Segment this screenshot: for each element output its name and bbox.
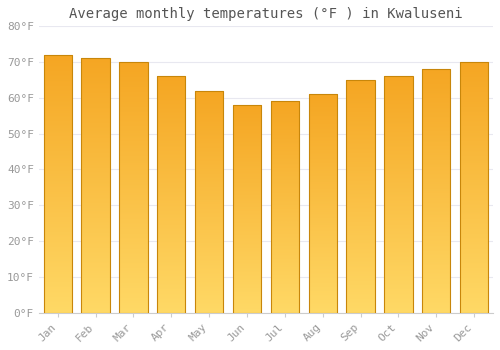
Bar: [233, 105, 261, 313]
Bar: [82, 58, 110, 313]
Bar: [308, 94, 337, 313]
Bar: [44, 55, 72, 313]
Bar: [384, 76, 412, 313]
Bar: [422, 69, 450, 313]
Bar: [460, 62, 488, 313]
Bar: [119, 62, 148, 313]
Bar: [346, 80, 375, 313]
Bar: [195, 91, 224, 313]
Bar: [157, 76, 186, 313]
Title: Average monthly temperatures (°F ) in Kwaluseni: Average monthly temperatures (°F ) in Kw…: [69, 7, 462, 21]
Bar: [270, 102, 299, 313]
